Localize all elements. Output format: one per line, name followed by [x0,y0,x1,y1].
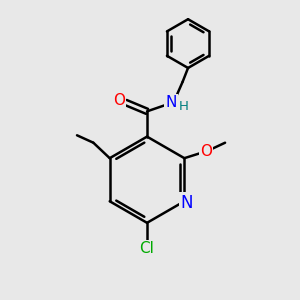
Text: O: O [200,144,212,159]
Text: N: N [181,194,193,212]
Text: Cl: Cl [140,241,154,256]
Text: H: H [179,100,189,113]
Text: N: N [166,95,177,110]
Text: O: O [113,94,125,109]
